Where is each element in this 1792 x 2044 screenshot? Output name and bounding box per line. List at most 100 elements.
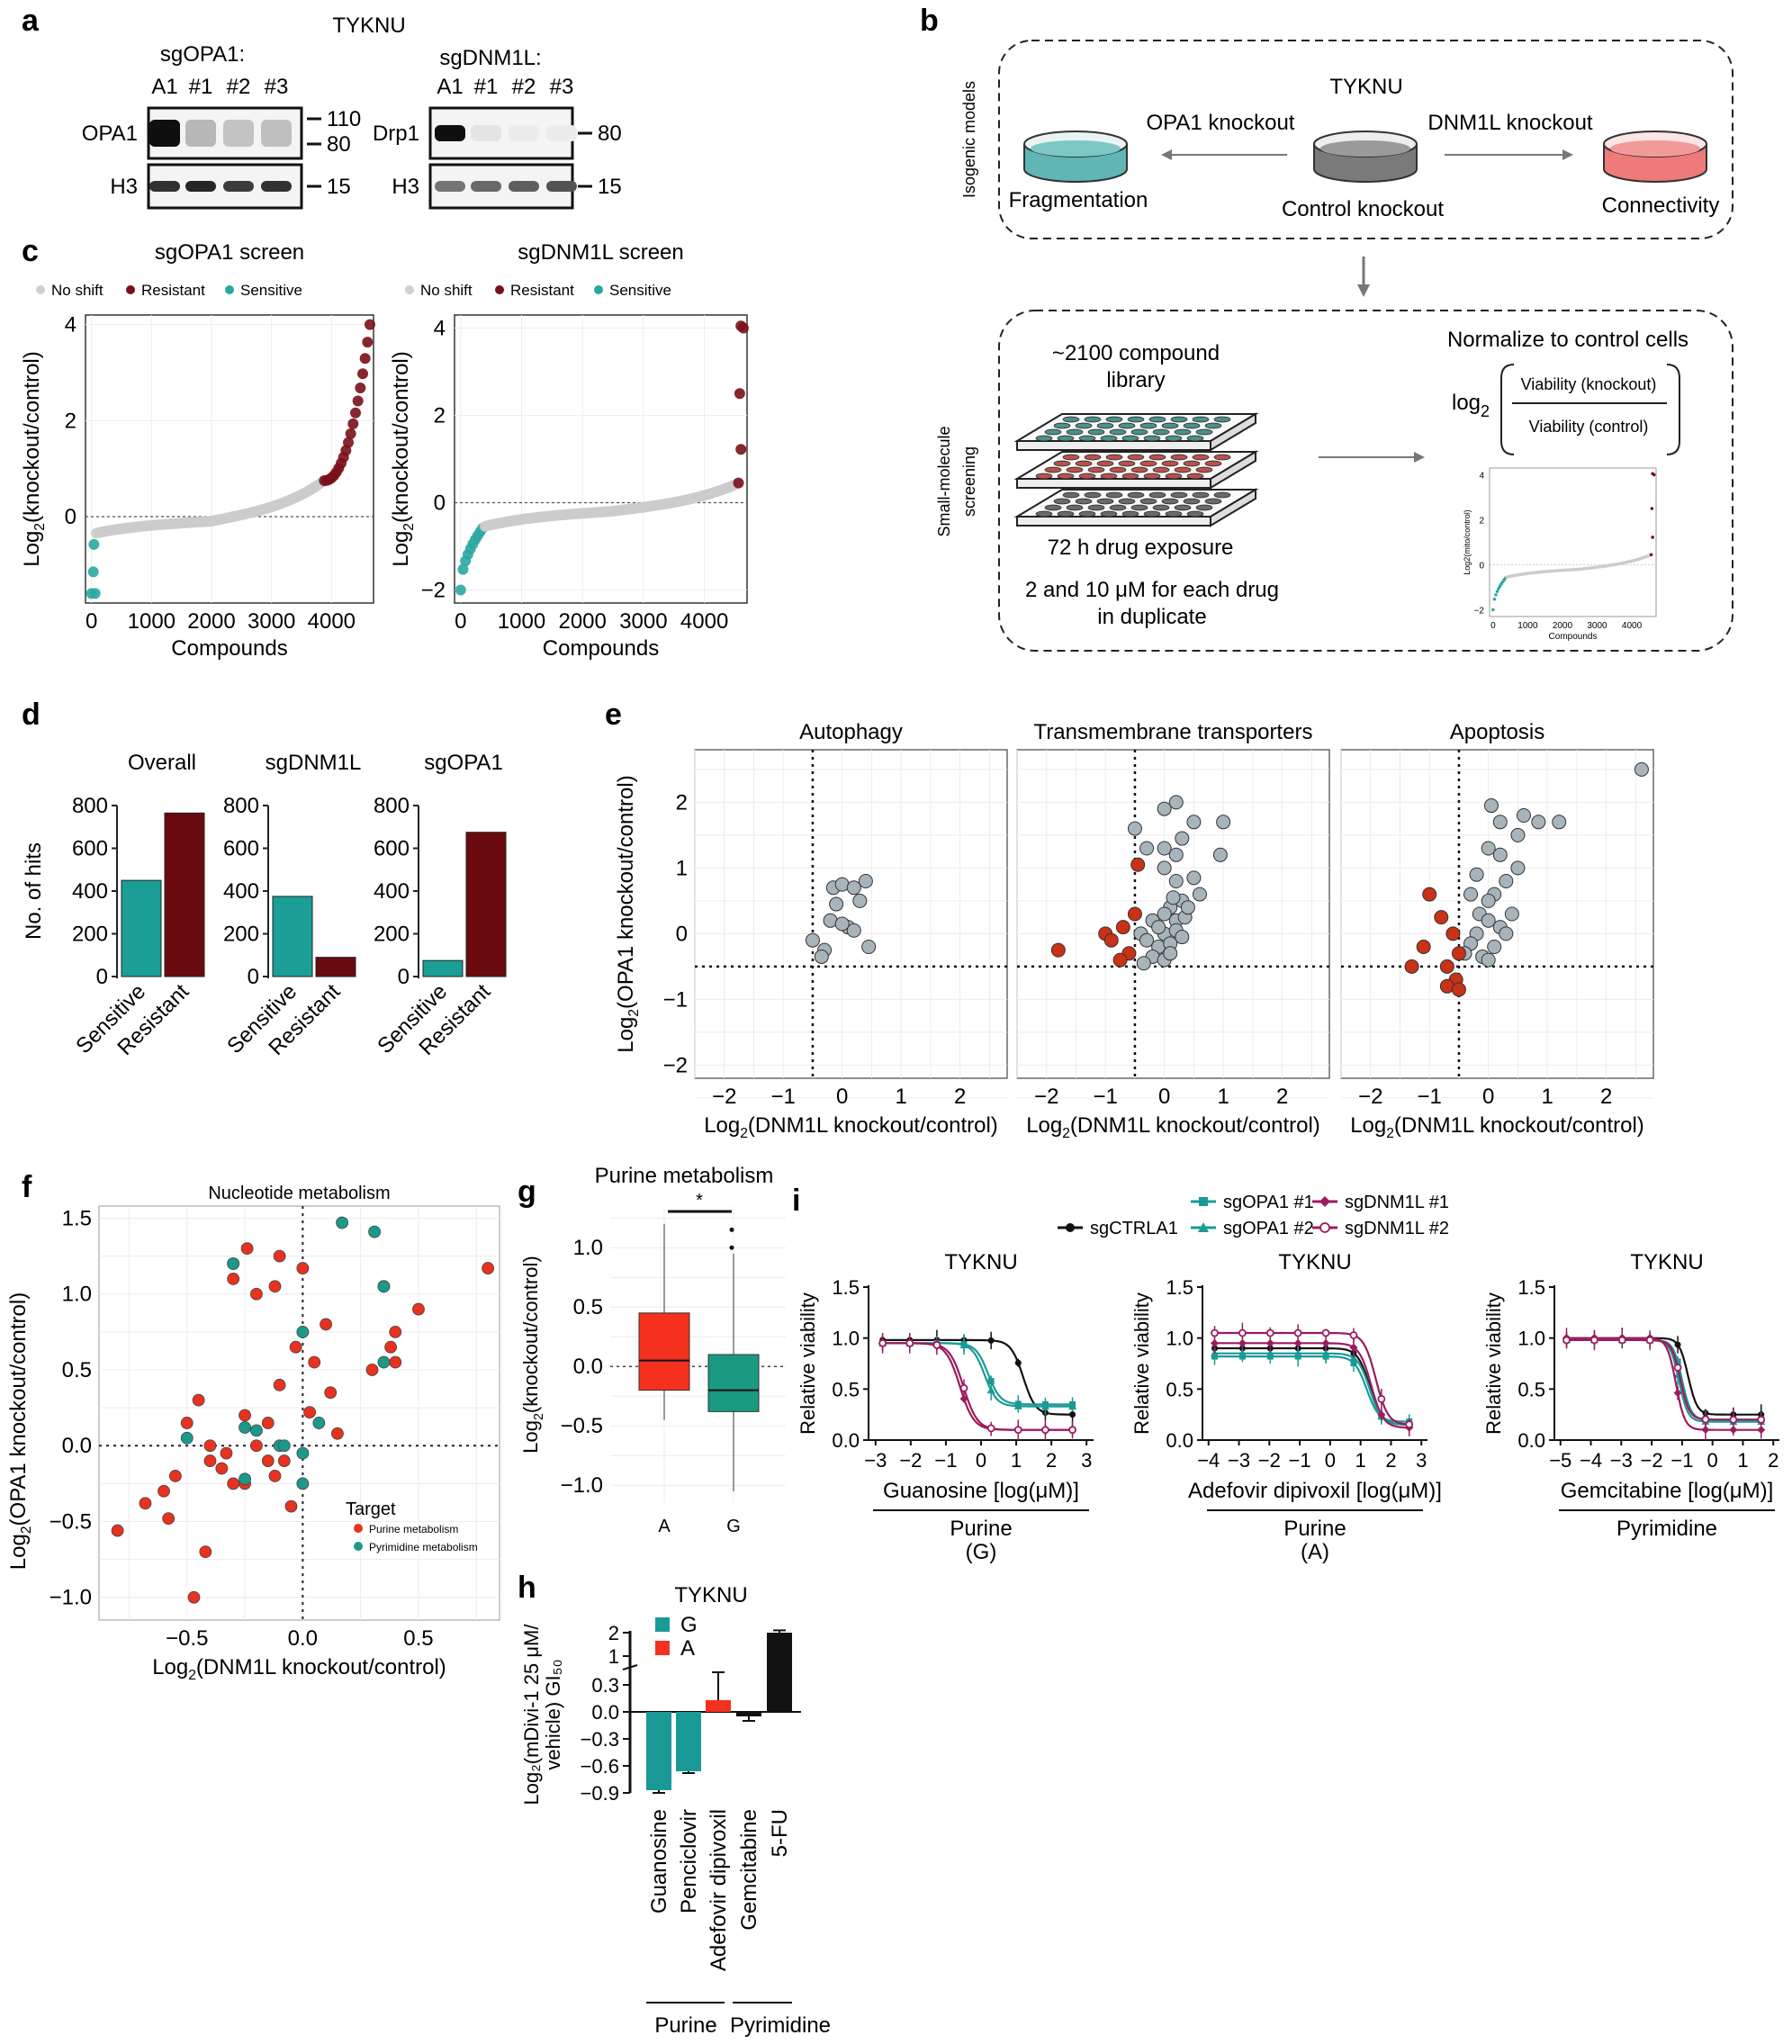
plate-well xyxy=(1109,428,1127,436)
data-point xyxy=(829,896,844,912)
mini-point xyxy=(1494,593,1498,597)
panel-i-dose-response: sgCTRLA1 sgOPA1 #1 sgOPA1 #2 sgDNM1L #1 sgDN… xyxy=(797,1193,1779,1564)
data-point xyxy=(273,1249,286,1263)
plate-well xyxy=(1075,460,1093,467)
legend-title: Target xyxy=(346,1499,396,1519)
y-tick-label: 1.0 xyxy=(62,1283,92,1307)
data-point xyxy=(1157,860,1172,876)
series-marker xyxy=(1293,1338,1302,1347)
data-point xyxy=(261,1454,275,1467)
series-marker xyxy=(1321,1349,1330,1357)
plate-side xyxy=(1016,478,1211,489)
y-tick-label: 2 xyxy=(608,1622,619,1644)
panel-e-pathway-scatter: Log2(OPA1 knockout/control) Autophagy −2 −1… xyxy=(614,720,1654,1141)
plate-well xyxy=(1096,422,1114,429)
data-point xyxy=(296,1477,310,1490)
data-point xyxy=(350,407,361,419)
normalize-title: Normalize to control cells xyxy=(1447,328,1688,352)
data-point xyxy=(220,1446,233,1460)
series-marker xyxy=(1066,1223,1075,1232)
plate-well xyxy=(1148,491,1166,499)
y-tick-label: 0.0 xyxy=(591,1701,619,1724)
data-point-hit xyxy=(1451,982,1466,997)
plate-well xyxy=(1084,491,1102,499)
series-marker xyxy=(1701,1415,1710,1424)
data-point xyxy=(277,1439,291,1453)
data-point xyxy=(1487,940,1502,954)
x-tick-label: 1 xyxy=(1217,1085,1229,1109)
x-tick-label: −2 xyxy=(1034,1085,1058,1109)
data-point xyxy=(1157,801,1172,816)
data-point xyxy=(1186,815,1202,830)
panel-letter-e: e xyxy=(605,698,622,732)
data-point xyxy=(88,538,100,550)
y-tick-label: 1 xyxy=(608,1645,619,1668)
facet-title: Apoptosis xyxy=(1450,720,1544,744)
legend-swatch xyxy=(354,1542,363,1551)
plate-well xyxy=(1075,498,1093,505)
bar xyxy=(767,1633,792,1712)
plate-well xyxy=(1165,473,1183,480)
data-point xyxy=(846,880,861,896)
plate-well xyxy=(1130,466,1148,473)
mini-point xyxy=(1491,608,1495,612)
x-tick-label: −1 xyxy=(934,1449,957,1472)
data-point xyxy=(834,916,850,932)
panel-letter-c: c xyxy=(22,234,39,268)
box xyxy=(707,1354,760,1412)
group-title: sgOPA1 xyxy=(424,751,503,775)
x-tick-label: 1000 xyxy=(498,609,545,634)
plate-well xyxy=(1062,491,1080,499)
fit-curve xyxy=(882,1342,1073,1431)
data-point xyxy=(289,1340,302,1354)
plate-well xyxy=(1118,422,1136,429)
data-point xyxy=(1175,930,1190,945)
series-marker xyxy=(1068,1426,1076,1435)
plate-well xyxy=(1121,435,1139,442)
ratio-denominator: Viability (control) xyxy=(1529,418,1649,436)
x-tick-label: −2 xyxy=(712,1085,736,1109)
plate-well xyxy=(1139,460,1157,467)
x-tick-label: −1 xyxy=(1289,1449,1311,1472)
group-label: Purine xyxy=(654,2013,716,2038)
data-point xyxy=(192,1393,205,1407)
series-marker xyxy=(1069,1411,1076,1418)
data-point-hit xyxy=(1416,940,1431,954)
series-marker xyxy=(1068,1402,1077,1410)
legend-label: Resistant xyxy=(141,282,205,299)
data-point xyxy=(858,874,873,888)
plot-frame xyxy=(694,749,1008,1079)
y-tick-label: 0 xyxy=(676,922,688,946)
x-axis-label: Guanosine [log(μM)] xyxy=(883,1479,1079,1503)
y-tick-label: 400 xyxy=(223,879,259,904)
data-point xyxy=(1483,798,1499,814)
series-marker xyxy=(905,1338,914,1347)
series-marker xyxy=(1673,1389,1682,1398)
data-point xyxy=(1168,795,1184,810)
bar xyxy=(272,896,313,977)
y-tick-label: 0 xyxy=(248,965,259,989)
plate-well xyxy=(1062,416,1080,423)
mini-xtick: 4000 xyxy=(1622,621,1643,631)
x-tick-label: −1 xyxy=(1094,1085,1118,1109)
plate-side xyxy=(1016,516,1211,527)
plate-well xyxy=(1183,460,1201,467)
facet-title: Transmembrane transporters xyxy=(1034,720,1313,744)
y-tick-label: 0 xyxy=(65,505,77,529)
y-tick-label: −0.9 xyxy=(581,1782,619,1805)
axis-break xyxy=(622,1664,638,1670)
plate-well xyxy=(1035,435,1053,442)
y-axis-label: Relative viability xyxy=(1482,1292,1505,1435)
blot-protein-label: Drp1 xyxy=(373,122,419,146)
x-tick-label: −2 xyxy=(1258,1449,1281,1472)
legend-label: G xyxy=(680,1613,698,1637)
blot-band xyxy=(435,181,465,192)
x-tick-label: Guanosine xyxy=(647,1809,671,1913)
x-tick-label: 0 xyxy=(86,609,97,634)
legend-swatch xyxy=(126,285,135,294)
data-point xyxy=(227,1257,240,1270)
y-tick-label: 0.5 xyxy=(1517,1378,1545,1400)
data-point xyxy=(296,1262,310,1274)
x-tick-label: 2 xyxy=(1276,1085,1288,1109)
data-point-hit xyxy=(1127,906,1142,922)
